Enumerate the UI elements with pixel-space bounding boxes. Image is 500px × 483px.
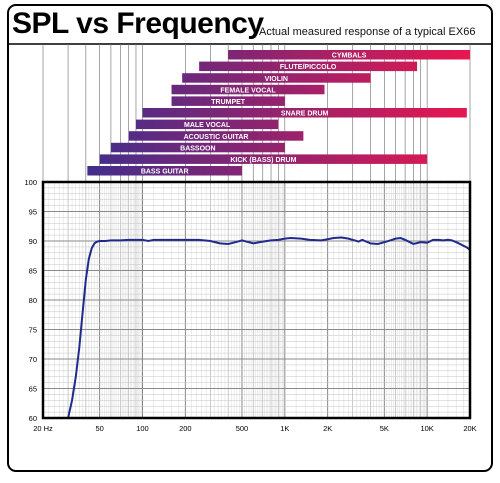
- instrument-bar-label: MALE VOCAL: [184, 122, 231, 129]
- response-curve: [67, 236, 471, 419]
- x-tick-label: 20K: [463, 424, 476, 433]
- x-tick-label: 5K: [380, 424, 389, 433]
- y-tick-label: 60: [29, 414, 37, 423]
- y-tick-label: 70: [29, 355, 37, 364]
- x-tick-label: 10K: [420, 424, 433, 433]
- y-tick-label: 65: [29, 385, 37, 394]
- x-axis-ticks: 20 Hz 50 100 200 500 1K 2K 5K 10K 20K: [33, 424, 476, 433]
- instrument-bar: [135, 119, 279, 130]
- y-tick-label: 90: [29, 237, 37, 246]
- instrument-bar: [199, 61, 418, 72]
- x-tick-label: 500: [236, 424, 249, 433]
- instrument-bar-label: SNARE DRUM: [281, 111, 329, 118]
- y-tick-label: 95: [29, 208, 37, 217]
- instrument-bar: [110, 142, 285, 153]
- instrument-bar: [142, 108, 467, 118]
- page-title: SPL vs Frequency: [12, 7, 264, 40]
- y-axis-ticks: 60 65 70 75 80 85 90 95 100: [24, 178, 37, 423]
- instrument-bar-label: FLUTE/PICCOLO: [280, 64, 337, 71]
- instrument-bar-label: BASS GUITAR: [141, 169, 189, 176]
- instrument-bar: [99, 154, 428, 164]
- instrument-bar: [87, 166, 242, 176]
- x-tick-label: 1K: [280, 424, 289, 433]
- x-tick-label: 50: [95, 424, 103, 433]
- instrument-bar-label: FEMALE VOCAL: [220, 87, 276, 94]
- y-tick-label: 80: [29, 296, 37, 305]
- instrument-bar-label: VIOLIN: [265, 76, 288, 83]
- instrument-bar: [228, 50, 470, 60]
- x-tick-label: 100: [136, 424, 149, 433]
- instrument-bar-label: KICK (BASS) DRUM: [230, 157, 296, 164]
- y-tick-label: 75: [29, 326, 37, 335]
- instrument-range-bars: CYMBALS FLUTE/PICCOLO VIOLIN FEMALE VOCAL TR…: [87, 50, 470, 176]
- page-subtitle: Actual measured response of a typical EX…: [259, 26, 476, 38]
- instrument-bar-label: TRUMPET: [211, 99, 246, 106]
- grid-lines: [42, 181, 471, 419]
- y-tick-label: 100: [24, 178, 37, 187]
- instrument-bar: [182, 73, 371, 83]
- plot-area: 60 65 70 75 80 85 90 95 100 20 Hz 50 100 200 500 1K 2K…: [24, 178, 476, 433]
- instrument-bar: [171, 96, 285, 106]
- instrument-bar: [171, 84, 325, 95]
- y-tick-label: 85: [29, 267, 37, 276]
- instrument-bar-label: CYMBALS: [332, 53, 367, 60]
- instrument-bar-label: ACOUSTIC GUITAR: [184, 134, 249, 141]
- instrument-bar-label: BASSOON: [180, 145, 215, 152]
- x-tick-label: 20 Hz: [33, 424, 53, 433]
- x-tick-label: 200: [179, 424, 192, 433]
- plot-border: [41, 180, 472, 420]
- x-tick-label: 2K: [323, 424, 332, 433]
- instrument-bar: [128, 131, 304, 141]
